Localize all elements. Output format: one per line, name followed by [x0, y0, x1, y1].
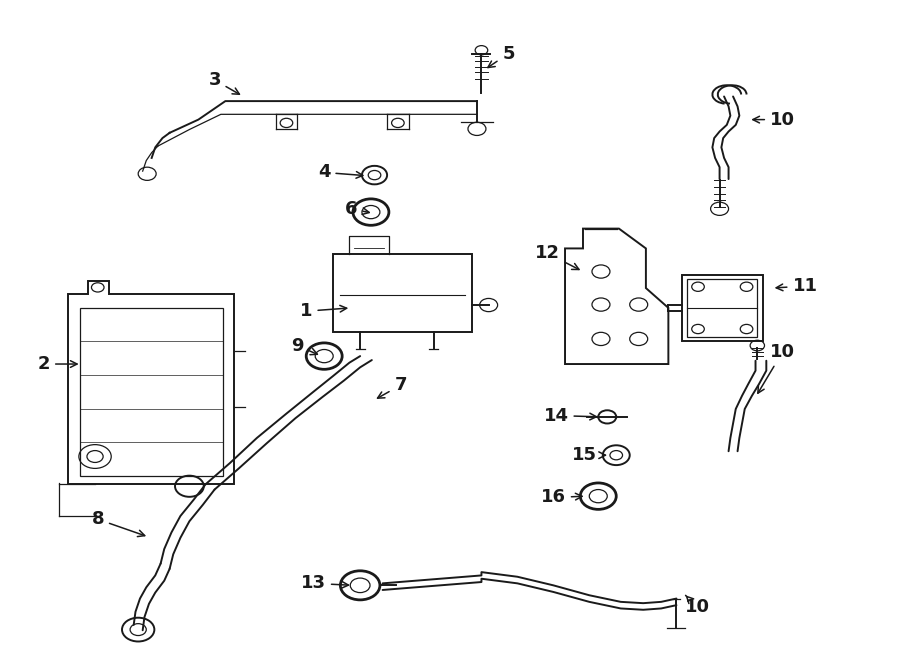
Text: 12: 12	[535, 244, 579, 269]
Text: 15: 15	[572, 446, 606, 464]
Text: 7: 7	[377, 376, 407, 398]
Text: 3: 3	[208, 71, 239, 94]
Text: 10: 10	[685, 595, 709, 616]
Text: 11: 11	[776, 277, 817, 295]
Bar	[688, 279, 757, 337]
Text: 14: 14	[544, 406, 597, 424]
Text: 10: 10	[758, 343, 795, 393]
Bar	[333, 254, 472, 332]
Text: 6: 6	[345, 200, 369, 218]
Text: 8: 8	[92, 510, 145, 537]
Text: 4: 4	[318, 164, 363, 181]
Text: 2: 2	[38, 355, 77, 373]
Bar	[682, 275, 762, 341]
Text: 16: 16	[541, 489, 582, 506]
Text: 1: 1	[300, 302, 346, 320]
Text: 9: 9	[291, 336, 318, 355]
Text: 5: 5	[488, 44, 515, 68]
Text: 10: 10	[752, 111, 795, 128]
Text: 13: 13	[301, 575, 348, 592]
